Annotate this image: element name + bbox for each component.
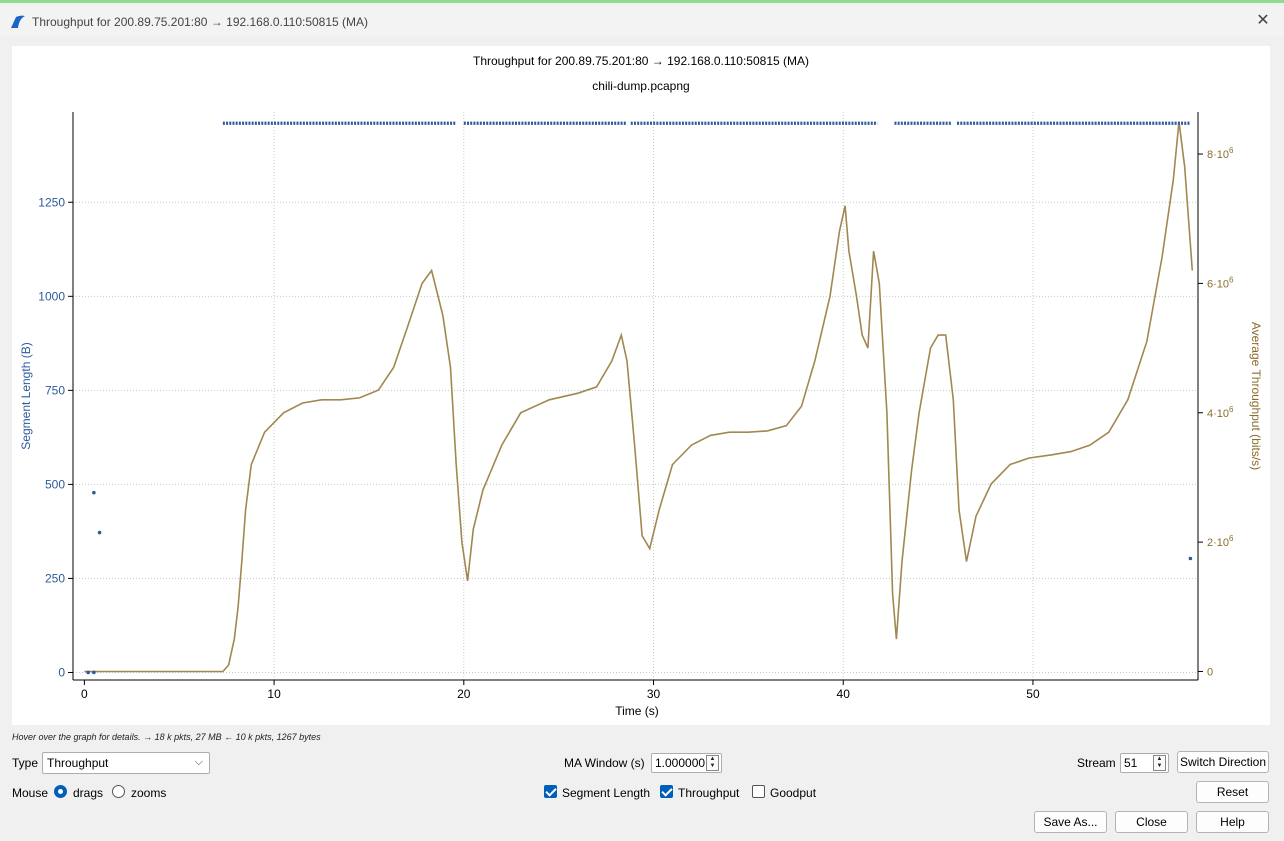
spin-arrows-icon[interactable]: ▲ ▼	[1153, 755, 1166, 771]
x-tick-label: 10	[267, 687, 281, 701]
left-axis-ticks: 0 250 500 750 1000 1250	[38, 195, 73, 679]
left-tick-label: 250	[45, 571, 65, 585]
left-tick-label: 1250	[38, 195, 65, 209]
wireshark-fin-icon	[11, 15, 25, 28]
x-tick-label: 0	[81, 687, 88, 701]
segment-point	[86, 670, 90, 675]
right-tick-label: 4·106	[1207, 405, 1234, 420]
zooms-label: zooms	[131, 786, 167, 800]
drags-radio[interactable]	[54, 785, 67, 798]
type-select-value: Throughput	[47, 756, 109, 770]
hover-hint: Hover over the graph for details. → 18 k…	[12, 732, 321, 742]
right-axis-label: Average Throughput (bits/s)	[1249, 322, 1263, 470]
x-axis-label: Time (s)	[615, 704, 659, 718]
ma-window-value: 1.000000	[655, 756, 706, 770]
x-tick-label: 20	[457, 687, 471, 701]
goodput-label: Goodput	[770, 786, 817, 800]
axes	[72, 112, 1199, 681]
stream-value: 51	[1124, 756, 1138, 770]
plot-area[interactable]: Throughput for 200.89.75.201:80 → 192.16…	[12, 46, 1270, 725]
series-layer	[84, 121, 1194, 675]
chart-title: Throughput for 200.89.75.201:80 → 192.16…	[473, 54, 809, 68]
left-tick-label: 750	[45, 383, 65, 397]
chart-subtitle: chili-dump.pcapng	[592, 79, 689, 93]
left-tick-label: 1000	[38, 289, 65, 303]
right-tick-label: 6·106	[1207, 275, 1234, 290]
right-tick-label: 8·106	[1207, 146, 1234, 161]
type-label: Type	[12, 756, 39, 770]
x-tick-label: 50	[1026, 687, 1040, 701]
x-tick-label: 40	[837, 687, 851, 701]
help-button[interactable]: Help	[1196, 811, 1269, 833]
right-tick-label: 0	[1207, 666, 1213, 678]
spin-arrows-icon[interactable]: ▲ ▼	[706, 755, 719, 771]
left-tick-label: 0	[58, 665, 65, 679]
close-button[interactable]: Close	[1115, 811, 1188, 833]
left-tick-label: 500	[45, 477, 65, 491]
stream-label: Stream	[1077, 756, 1116, 770]
right-axis-ticks: 0 2·106 4·106 6·106 8·106	[1198, 146, 1234, 678]
ma-window-spinbox[interactable]: 1.000000 ▲ ▼	[651, 753, 722, 773]
mouse-label: Mouse	[12, 786, 49, 800]
right-tick-label: 2·106	[1207, 534, 1234, 549]
type-select[interactable]: Throughput ⌵	[42, 752, 210, 774]
stream-spinbox[interactable]: 51 ▲ ▼	[1120, 753, 1169, 773]
throughput-checkbox[interactable]	[660, 785, 673, 798]
switch-direction-button[interactable]: Switch Direction	[1177, 751, 1269, 773]
title-bar[interactable]: Throughput for 200.89.75.201:80 → 192.16…	[0, 6, 1284, 36]
ma-window-label: MA Window (s)	[564, 756, 645, 770]
throughput-chart[interactable]: Throughput for 200.89.75.201:80 → 192.16…	[12, 46, 1270, 725]
throughput-label: Throughput	[678, 786, 740, 800]
segment-length-checkbox[interactable]	[544, 785, 557, 798]
drags-label: drags	[73, 786, 104, 800]
reset-button[interactable]: Reset	[1196, 781, 1269, 803]
goodput-checkbox[interactable]	[752, 785, 765, 798]
window-title: Throughput for 200.89.75.201:80 → 192.16…	[32, 15, 369, 29]
segment-point	[92, 670, 96, 675]
throughput-line	[84, 121, 1194, 673]
x-tick-label: 30	[647, 687, 661, 701]
x-axis-ticks: 0 10 20 30 40 50	[81, 680, 1040, 701]
close-icon[interactable]: ✕	[1256, 12, 1270, 29]
grid-lines	[73, 112, 1198, 680]
save-as-button[interactable]: Save As...	[1034, 811, 1107, 833]
segment-length-label: Segment Length	[562, 786, 651, 800]
chevron-down-icon: ⌵	[194, 756, 203, 768]
left-axis-label: Segment Length (B)	[19, 342, 33, 449]
segment-point	[1188, 556, 1193, 561]
segment-point	[97, 530, 102, 535]
zooms-radio[interactable]	[112, 785, 125, 798]
segment-point	[92, 490, 96, 495]
